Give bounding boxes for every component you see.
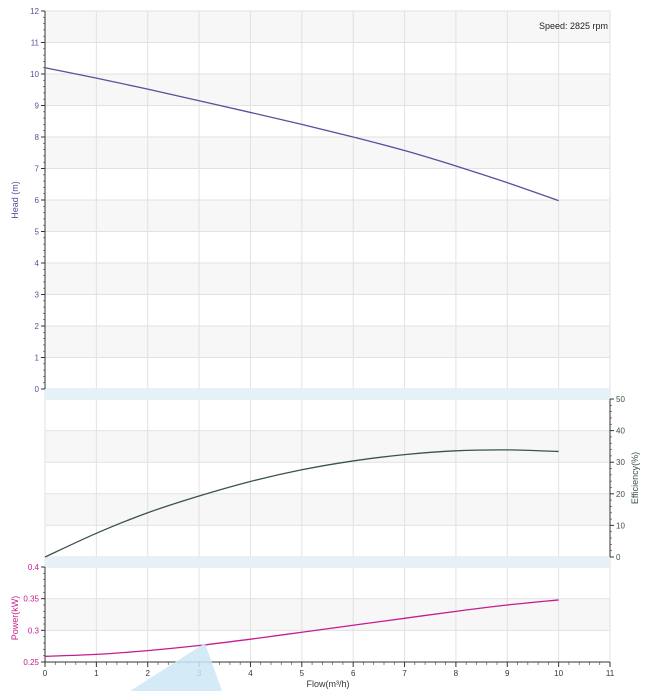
- curves: [44, 67, 559, 657]
- x-tick-label: 10: [554, 669, 563, 678]
- y-tick-label: 10: [616, 521, 625, 530]
- stripe: [45, 137, 610, 169]
- y-tick-label: 4: [35, 259, 40, 268]
- y-tick-label: 0.35: [23, 595, 39, 604]
- speed-label: Speed: 2825 rpm: [539, 21, 608, 31]
- efficiency-curve: [44, 449, 559, 558]
- x-tick-label: 11: [606, 669, 615, 678]
- y-tick-label: 1: [35, 354, 40, 363]
- y-tick-label: 6: [35, 196, 40, 205]
- cursor-highlight: [130, 643, 222, 691]
- x-axis-title: Flow(m³/h): [307, 679, 350, 689]
- y-tick-label: 30: [616, 458, 625, 467]
- head-curve: [44, 67, 559, 202]
- y-tick-label: 0: [35, 385, 40, 394]
- x-tick-label: 7: [402, 669, 407, 678]
- stripe: [45, 430, 610, 463]
- y-tick-label: 20: [616, 490, 625, 499]
- y-tick-label: 0: [616, 553, 621, 562]
- x-tick-label: 5: [300, 669, 305, 678]
- axes: 0123456789101112010203040500.250.30.350.…: [23, 7, 625, 678]
- y-tick-label: 0.25: [23, 658, 39, 667]
- x-tick-label: 8: [454, 669, 459, 678]
- x-tick-label: 6: [351, 669, 356, 678]
- stripe: [45, 74, 610, 106]
- stripe: [45, 493, 610, 526]
- y-tick-label: 0.3: [28, 626, 40, 635]
- y-tick-label: 0.4: [28, 563, 40, 572]
- head-axis-title: Head (m): [10, 181, 20, 219]
- y-tick-label: 12: [30, 7, 39, 16]
- y-tick-label: 11: [31, 39, 40, 48]
- y-tick-label: 40: [616, 427, 625, 436]
- x-tick-label: 0: [43, 669, 48, 678]
- plot-background: [45, 11, 610, 631]
- panel-separator-bands: [45, 389, 610, 567]
- separator-band: [45, 557, 610, 567]
- x-tick-label: 9: [505, 669, 510, 678]
- y-tick-label: 3: [35, 291, 40, 300]
- y-tick-label: 8: [35, 133, 40, 142]
- stripe: [45, 200, 610, 232]
- y-tick-label: 10: [30, 70, 39, 79]
- x-tick-label: 2: [146, 669, 151, 678]
- y-tick-label: 2: [35, 322, 40, 331]
- efficiency-axis-title: Efficiency(%): [630, 452, 640, 504]
- stripe: [45, 326, 610, 358]
- separator-band: [45, 389, 610, 399]
- x-tick-label: 1: [94, 669, 99, 678]
- y-tick-label: 7: [35, 165, 40, 174]
- power-axis-title: Power(kW): [10, 596, 20, 641]
- stripe: [45, 263, 610, 295]
- y-tick-label: 5: [35, 228, 40, 237]
- stripe: [45, 11, 610, 43]
- y-tick-label: 50: [616, 395, 625, 404]
- y-tick-label: 9: [35, 102, 40, 111]
- power-curve: [44, 599, 559, 657]
- x-tick-label: 4: [248, 669, 253, 678]
